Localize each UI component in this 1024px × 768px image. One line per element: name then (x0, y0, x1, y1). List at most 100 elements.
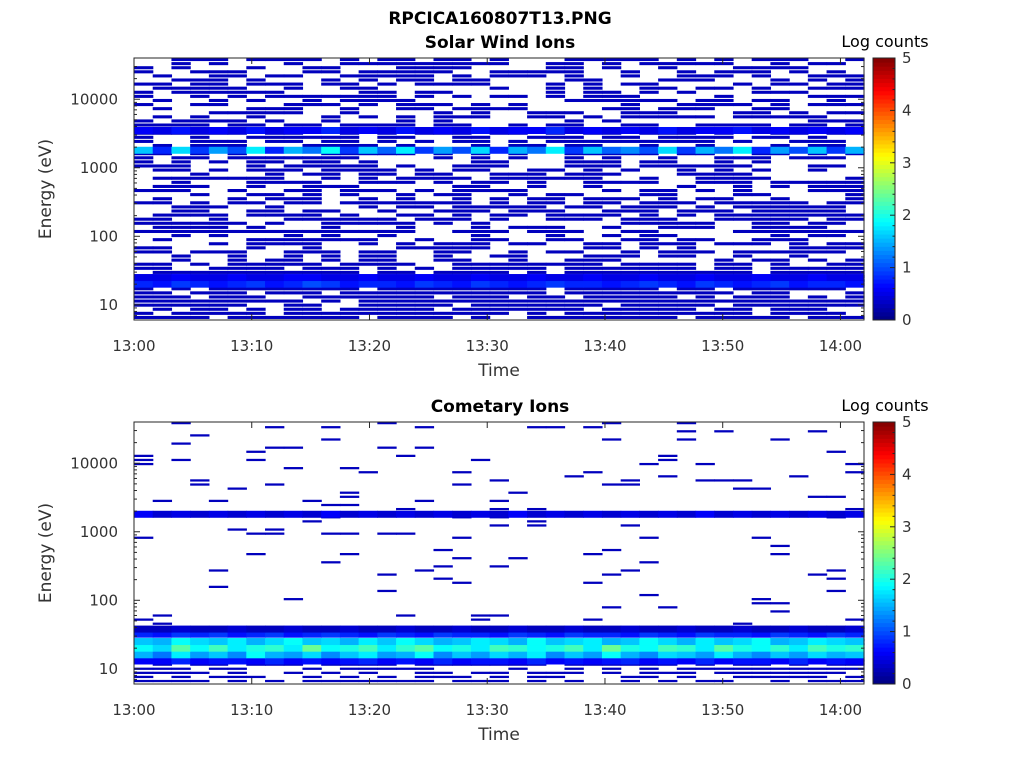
heatmap-cell (826, 246, 846, 250)
heatmap-band-cell (639, 651, 659, 659)
x-axis: 13:00 13:10 13:20 13:30 13:40 13:50 14:00 (112, 58, 862, 355)
heatmap-band-cell (414, 630, 435, 638)
heatmap-cell (452, 217, 472, 221)
heatmap-cell (452, 209, 472, 213)
heatmap-cell (265, 107, 285, 111)
heatmap-cell (826, 74, 846, 78)
heatmap-cell (751, 663, 772, 666)
heatmap-cell (601, 107, 622, 111)
heatmap-cell (265, 94, 285, 98)
heatmap-cell (732, 295, 753, 299)
heatmap-cell (564, 156, 584, 160)
heatmap-cell (789, 58, 809, 62)
heatmap-cell (807, 287, 828, 291)
heatmap-band-cell (676, 638, 697, 646)
heatmap-cell (545, 303, 566, 307)
heatmap-cell (489, 671, 509, 674)
heatmap-cell (134, 221, 154, 225)
heatmap-cell (377, 217, 397, 221)
heatmap-cell (190, 193, 210, 197)
heatmap-cell (583, 262, 603, 266)
heatmap-cell (470, 156, 491, 160)
heatmap-band-cell (470, 657, 491, 665)
heatmap-cell (470, 270, 491, 274)
heatmap-band-cell (583, 274, 603, 282)
heatmap-band-cell (470, 126, 491, 134)
heatmap-cell (339, 675, 360, 679)
heatmap-cell (620, 250, 640, 254)
heatmap-cell (676, 671, 697, 674)
heatmap-cell (433, 565, 453, 568)
heatmap-cell (246, 675, 266, 679)
heatmap-cell (377, 287, 397, 291)
heatmap-cell (134, 164, 154, 168)
heatmap-cell (732, 193, 753, 197)
heatmap-cell (620, 139, 640, 143)
heatmap-cell (676, 139, 697, 143)
heatmap-cell (714, 62, 734, 66)
heatmap-cell (339, 94, 360, 98)
heatmap-band-cell (695, 126, 715, 134)
heatmap-cell (807, 143, 828, 148)
heatmap-cell (470, 614, 491, 617)
heatmap-band-cell (789, 510, 809, 518)
heatmap-cell (396, 70, 416, 74)
heatmap-band-cell (732, 630, 753, 638)
heatmap-cell (845, 111, 865, 115)
heatmap-cell (489, 499, 509, 503)
heatmap-cell (208, 250, 229, 254)
heatmap-cell (658, 221, 678, 225)
heatmap-cell (583, 426, 603, 429)
heatmap-cell (265, 213, 285, 217)
heatmap-band-cell (564, 638, 584, 646)
heatmap-cell (620, 295, 640, 299)
heatmap-cell (265, 82, 285, 86)
heatmap-cell (134, 311, 154, 315)
heatmap-cell (134, 303, 154, 307)
heatmap-cell (639, 234, 659, 238)
heatmap-cell (564, 315, 584, 319)
heatmap-band-cell (470, 274, 491, 282)
heatmap-cell (527, 70, 547, 74)
heatmap-band-cell (658, 146, 678, 154)
heatmap-cell (396, 507, 416, 511)
colorbar-tick-label: 4 (902, 465, 912, 483)
heatmap-cell (732, 82, 753, 86)
heatmap-cell (583, 581, 603, 584)
heatmap-band-cell (246, 274, 266, 282)
heatmap-cell (433, 58, 453, 62)
heatmap-cell (527, 168, 547, 172)
heatmap-cell (583, 258, 603, 262)
heatmap-cell (489, 86, 509, 90)
colorbar-swatch (873, 184, 895, 190)
colorbar-swatch (873, 532, 895, 538)
heatmap-cell (770, 107, 790, 111)
heatmap-cell (265, 532, 285, 535)
heatmap-cell (414, 303, 435, 307)
colorbar-swatch (873, 507, 895, 513)
colorbar-tick-label: 2 (902, 570, 912, 588)
colorbar-swatch (873, 598, 895, 603)
heatmap-cell (620, 82, 640, 86)
heatmap-cell (152, 262, 173, 266)
heatmap-cell (190, 315, 210, 319)
heatmap-cell (152, 229, 173, 234)
heatmap-cell (770, 238, 790, 242)
heatmap-band-cell (470, 651, 491, 659)
heatmap-cell (676, 184, 697, 188)
heatmap-cell (583, 90, 603, 94)
heatmap-band-cell (171, 146, 191, 154)
heatmap-band-cell (564, 625, 584, 633)
heatmap-cell (807, 266, 828, 270)
colorbar-swatch (873, 667, 895, 673)
heatmap-band-cell (508, 510, 528, 518)
heatmap-band-cell (283, 651, 304, 659)
heatmap-band-cell (658, 657, 678, 665)
heatmap-cell (358, 70, 378, 74)
heatmap-cell (208, 307, 229, 311)
heatmap-cell (676, 422, 697, 425)
heatmap-cell (358, 74, 378, 78)
heatmap-band-cell (152, 638, 173, 646)
heatmap-cell (751, 229, 772, 234)
heatmap-cell (583, 299, 603, 303)
